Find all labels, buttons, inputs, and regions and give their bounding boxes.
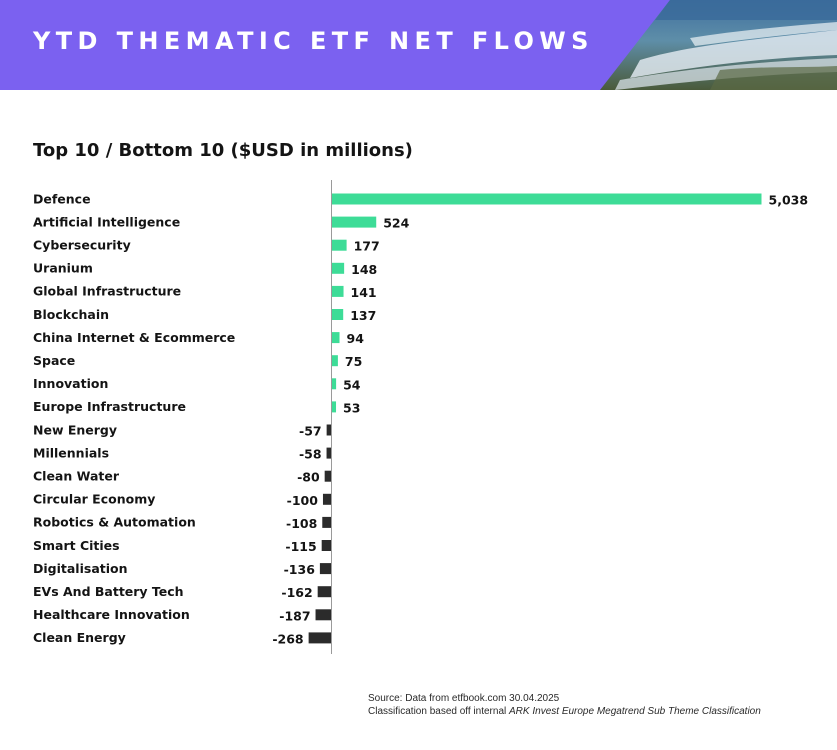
bar — [331, 309, 344, 320]
bar — [331, 332, 340, 344]
source-line: Source: Data from etfbook.com 30.04.2025 — [368, 693, 560, 704]
category-label: Healthcare Innovation — [33, 607, 190, 622]
bar — [331, 262, 345, 274]
page-title: YTD THEMATIC ETF NET FLOWS — [33, 27, 594, 55]
category-label: Millennials — [33, 445, 109, 460]
bar — [308, 632, 332, 644]
category-label: Cybersecurity — [33, 238, 131, 253]
bar — [326, 447, 332, 459]
classification-prefix: Classification based off internal — [368, 706, 510, 717]
value-label: -115 — [285, 539, 316, 554]
bar — [331, 216, 377, 228]
chart-title: Top 10 / Bottom 10 ($USD in millions) — [33, 140, 413, 161]
category-label: Innovation — [33, 376, 108, 391]
value-label: -108 — [286, 516, 317, 531]
bar — [331, 378, 337, 390]
category-label: New Energy — [33, 422, 117, 437]
category-label: Uranium — [33, 261, 93, 276]
classification-line: Classification based off internal ARK In… — [368, 705, 761, 718]
category-label: Clean Energy — [33, 630, 126, 645]
source-note: Source: Data from etfbook.com 30.04.2025… — [368, 692, 761, 718]
classification-name: ARK Invest Europe Megatrend Sub Theme Cl… — [509, 706, 761, 717]
value-label: 148 — [351, 262, 377, 277]
category-label: Smart Cities — [33, 538, 120, 553]
value-label: -268 — [272, 631, 303, 646]
category-label: Blockchain — [33, 307, 109, 322]
category-label: EVs And Battery Tech — [33, 584, 184, 599]
bar — [321, 540, 332, 551]
category-label: China Internet & Ecommerce — [33, 330, 235, 345]
category-label: Europe Infrastructure — [33, 399, 186, 414]
value-label: 54 — [343, 377, 361, 392]
bar — [322, 493, 332, 505]
waterfall-photo — [600, 0, 837, 90]
bar — [324, 470, 332, 482]
value-label: -162 — [281, 585, 312, 600]
category-label: Artificial Intelligence — [33, 214, 180, 229]
value-label: -58 — [299, 447, 322, 462]
value-label: -57 — [299, 424, 322, 439]
value-label: 53 — [343, 400, 360, 415]
category-label: Robotics & Automation — [33, 515, 196, 530]
value-label: 177 — [354, 239, 380, 254]
bar — [331, 285, 344, 297]
value-label: -100 — [287, 493, 319, 508]
category-label: Circular Economy — [33, 492, 155, 507]
value-label: 141 — [351, 285, 377, 300]
bar — [331, 355, 338, 367]
value-label: -136 — [284, 562, 316, 577]
bar — [331, 193, 762, 205]
category-label: Clean Water — [33, 469, 120, 484]
value-label: -187 — [279, 608, 310, 623]
category-label: Digitalisation — [33, 561, 128, 576]
value-label: 137 — [350, 308, 376, 323]
value-label: 75 — [345, 354, 362, 369]
category-label: Defence — [33, 191, 91, 206]
value-label: 5,038 — [769, 193, 809, 208]
bar — [319, 563, 332, 575]
bar — [315, 609, 332, 621]
bar — [331, 239, 347, 251]
bar — [326, 424, 332, 436]
value-label: 94 — [347, 331, 365, 346]
bar — [317, 586, 332, 598]
bar — [322, 516, 332, 528]
category-label: Global Infrastructure — [33, 284, 181, 299]
bar — [331, 401, 337, 413]
value-label: -80 — [297, 470, 320, 485]
category-label: Space — [33, 353, 75, 368]
value-label: 524 — [383, 216, 409, 231]
header-banner: YTD THEMATIC ETF NET FLOWS — [0, 0, 837, 90]
